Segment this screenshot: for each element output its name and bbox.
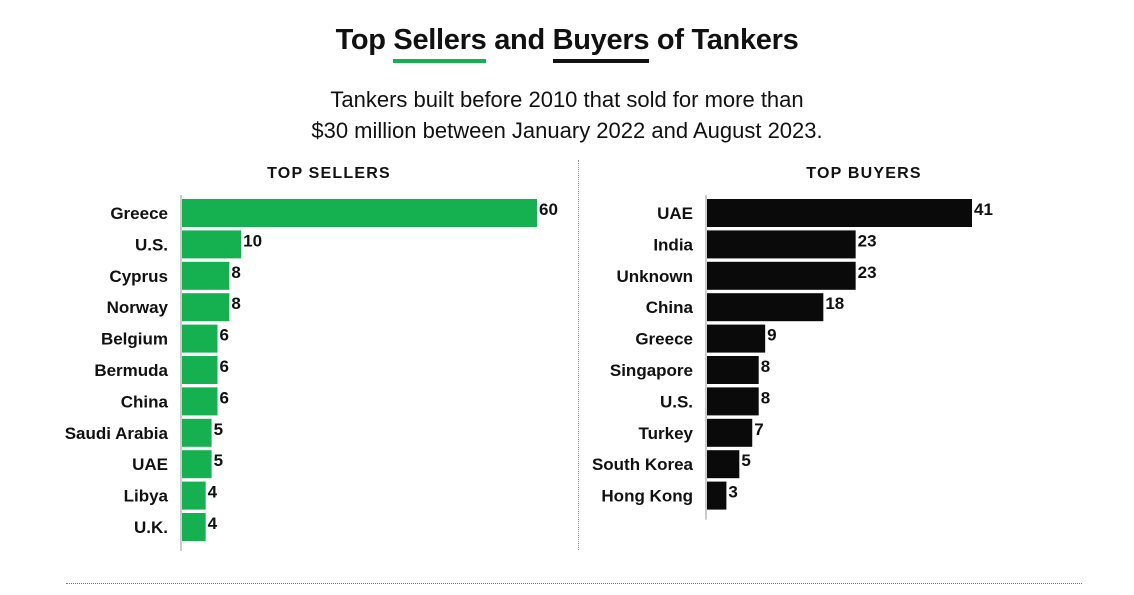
seller-bar-cyprus [182,261,230,290]
seller-bar-libya [182,481,206,510]
buyer-label-china: China [646,298,694,317]
buyer-bar-china [707,293,824,322]
panel-divider [578,160,579,550]
buyer-bar-u-s [707,387,759,416]
seller-bar-uae [182,450,212,479]
buyer-value-india: 23 [858,231,877,250]
seller-label-belgium: Belgium [101,330,168,349]
chart-title: Top Sellers and Buyers of Tankers [0,24,1134,63]
seller-bar-u-k [182,513,206,541]
seller-bar-saudi-arabia [182,418,212,447]
buyer-bar-unknown [707,261,856,290]
buyer-bar-south-korea [707,450,740,479]
seller-label-uae: UAE [132,455,168,474]
buyer-bar-singapore [707,356,759,384]
buyer-value-hong-kong: 3 [728,483,737,502]
buyer-value-china: 18 [825,294,844,313]
buyer-label-hong-kong: Hong Kong [601,487,693,506]
seller-bar-belgium [182,324,218,353]
seller-label-norway: Norway [107,298,169,317]
seller-label-cyprus: Cyprus [109,267,168,286]
seller-value-china: 6 [220,388,229,407]
title-sellers-word: Sellers [393,24,487,63]
buyer-bar-greece [707,324,766,353]
buyer-label-south-korea: South Korea [592,455,694,474]
buyer-label-unknown: Unknown [617,267,694,286]
buyer-bar-india [707,230,856,259]
buyer-bar-turkey [707,418,753,447]
buyer-label-greece: Greece [635,330,693,349]
buyer-value-south-korea: 5 [741,451,750,470]
title-suffix: of Tankers [649,24,799,56]
seller-value-u-s: 10 [243,231,262,250]
bottom-rule [66,583,1082,584]
buyer-value-singapore: 8 [761,357,770,376]
buyer-value-greece: 9 [767,326,776,345]
sellers-panel-title: TOP SELLERS [267,165,391,182]
seller-label-saudi-arabia: Saudi Arabia [65,424,169,443]
seller-label-bermuda: Bermuda [94,361,168,380]
buyer-label-india: India [653,235,693,254]
buyer-label-uae: UAE [657,204,693,223]
seller-bar-bermuda [182,356,218,384]
seller-label-china: China [121,392,169,411]
title-prefix: Top [335,24,394,56]
seller-bar-china [182,387,218,416]
seller-label-greece: Greece [110,204,168,223]
buyer-bar-uae [707,199,972,227]
subtitle-line-2: $30 million between January 2022 and Aug… [311,118,823,143]
seller-value-libya: 4 [208,483,218,502]
seller-value-uae: 5 [214,451,223,470]
seller-value-greece: 60 [539,200,558,219]
chart-subtitle: Tankers built before 2010 that sold for … [0,84,1134,146]
buyer-value-turkey: 7 [754,420,763,439]
seller-label-libya: Libya [124,487,169,506]
seller-value-norway: 8 [231,294,240,313]
buyer-label-singapore: Singapore [610,361,693,380]
seller-value-cyprus: 8 [231,263,240,282]
seller-value-saudi-arabia: 5 [214,420,223,439]
seller-bar-greece [182,199,537,227]
seller-label-u-s: U.S. [135,235,168,254]
buyer-bar-hong-kong [707,481,727,510]
seller-bar-norway [182,293,230,322]
seller-value-belgium: 6 [220,326,229,345]
subtitle-line-1: Tankers built before 2010 that sold for … [330,87,804,112]
seller-value-u-k: 4 [208,514,218,533]
seller-label-u-k: U.K. [134,518,168,537]
seller-value-bermuda: 6 [220,357,229,376]
title-middle: and [486,24,553,56]
seller-bar-u-s [182,230,242,259]
title-buyers-word: Buyers [552,24,650,63]
buyer-value-unknown: 23 [858,263,877,282]
buyer-value-u-s: 8 [761,388,770,407]
buyer-value-uae: 41 [974,200,993,219]
buyer-label-u-s: U.S. [660,392,693,411]
buyer-label-turkey: Turkey [639,424,694,443]
buyers-panel-title: TOP BUYERS [806,165,922,182]
